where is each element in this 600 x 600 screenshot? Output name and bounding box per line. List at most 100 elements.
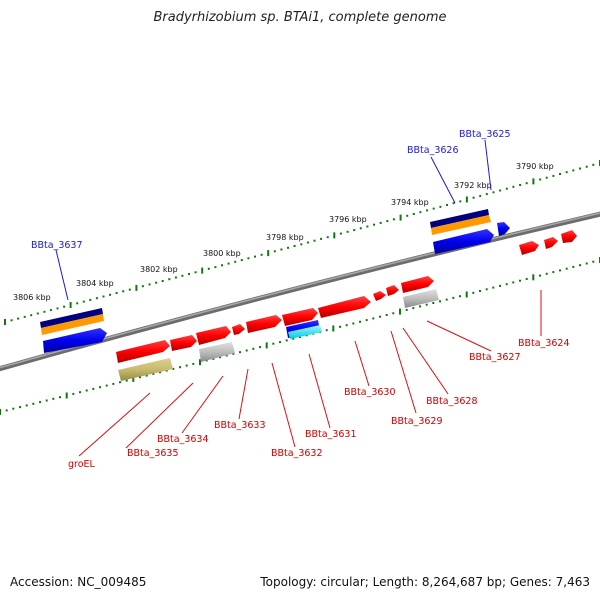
major-tick bbox=[532, 178, 535, 185]
minor-tick bbox=[432, 302, 435, 304]
gene-label-groel[interactable]: groEL bbox=[68, 459, 96, 470]
minor-tick bbox=[592, 163, 595, 166]
feature-bbta-3626-right[interactable] bbox=[430, 209, 510, 254]
minor-tick bbox=[99, 386, 101, 389]
minor-tick bbox=[145, 374, 148, 377]
minor-tick bbox=[139, 376, 141, 379]
minor-tick bbox=[565, 171, 568, 174]
minor-tick bbox=[115, 292, 118, 294]
major-tick bbox=[399, 308, 401, 315]
gene-label-bbta-3625[interactable]: BBta_3625 bbox=[459, 129, 511, 140]
minor-tick bbox=[165, 369, 168, 372]
minor-tick bbox=[279, 341, 281, 344]
minor-tick bbox=[459, 200, 462, 203]
minor-tick bbox=[272, 342, 275, 345]
minor-tick bbox=[36, 312, 39, 315]
minor-tick bbox=[179, 366, 181, 369]
major-tick bbox=[333, 232, 336, 239]
minor-tick bbox=[499, 189, 502, 192]
scale-label: 3790 kbp bbox=[516, 162, 554, 171]
major-tick bbox=[199, 359, 201, 366]
minor-tick bbox=[559, 269, 561, 272]
minor-tick bbox=[585, 262, 588, 265]
feature-bbta-3637-left[interactable] bbox=[40, 308, 107, 353]
minor-tick bbox=[419, 211, 422, 214]
minor-tick bbox=[43, 310, 46, 313]
minor-tick bbox=[205, 359, 208, 362]
minor-tick bbox=[452, 202, 455, 205]
gene-label-bbta-3631[interactable]: BBta_3631 bbox=[305, 429, 357, 440]
minor-tick bbox=[426, 209, 429, 212]
minor-tick bbox=[492, 286, 495, 289]
minor-tick bbox=[192, 362, 195, 365]
minor-tick bbox=[512, 281, 515, 284]
minor-tick bbox=[174, 276, 177, 279]
minor-tick bbox=[406, 214, 409, 217]
minor-tick bbox=[285, 339, 288, 342]
minor-tick bbox=[260, 253, 263, 256]
minor-tick bbox=[128, 288, 131, 291]
scale-label: 3800 kbp bbox=[203, 249, 241, 258]
scale-ticks-upper bbox=[4, 160, 600, 325]
minor-tick bbox=[45, 399, 48, 402]
minor-tick bbox=[579, 167, 581, 170]
minor-tick bbox=[539, 178, 542, 181]
minor-tick bbox=[326, 236, 329, 239]
minor-tick bbox=[552, 271, 555, 274]
minor-tick bbox=[194, 271, 197, 274]
gene-label-bbta-3633[interactable]: BBta_3633 bbox=[214, 420, 266, 431]
minor-tick bbox=[152, 372, 155, 375]
minor-tick bbox=[392, 218, 395, 221]
gene-label-bbta-3630[interactable]: BBta_3630 bbox=[344, 387, 396, 398]
minor-tick bbox=[49, 309, 52, 312]
minor-tick bbox=[325, 329, 328, 332]
minor-tick bbox=[392, 312, 395, 315]
gene-label-bbta-3624[interactable]: BBta_3624 bbox=[518, 338, 570, 349]
minor-tick bbox=[56, 307, 59, 310]
gene-label-bbta-3637[interactable]: BBta_3637 bbox=[31, 240, 83, 251]
minor-tick bbox=[445, 298, 448, 301]
minor-tick bbox=[212, 357, 215, 360]
minor-tick bbox=[188, 273, 190, 275]
minor-tick bbox=[85, 389, 88, 392]
accession-text: Accession: NC_009485 bbox=[10, 575, 147, 589]
gene-label-bbta-3634[interactable]: BBta_3634 bbox=[157, 434, 209, 445]
gene-label-bbta-3627[interactable]: BBta_3627 bbox=[469, 352, 521, 363]
minor-tick bbox=[63, 305, 66, 308]
minor-tick bbox=[102, 295, 105, 298]
gene-label-bbta-3629[interactable]: BBta_3629 bbox=[391, 416, 443, 427]
minor-tick bbox=[159, 371, 161, 374]
genes-lower-strand[interactable] bbox=[116, 276, 439, 381]
major-tick bbox=[532, 274, 535, 281]
minor-tick bbox=[479, 194, 482, 197]
minor-tick bbox=[320, 237, 323, 240]
minor-tick bbox=[125, 379, 128, 382]
major-tick bbox=[399, 214, 402, 221]
minor-tick bbox=[5, 409, 8, 412]
minor-tick bbox=[352, 322, 355, 325]
minor-tick bbox=[565, 267, 568, 270]
minor-tick bbox=[572, 265, 575, 268]
gene-label-bbta-3626[interactable]: BBta_3626 bbox=[407, 145, 459, 156]
scale-ticks-lower bbox=[0, 257, 600, 415]
minor-tick bbox=[525, 278, 528, 280]
minor-tick bbox=[425, 303, 428, 306]
minor-tick bbox=[559, 173, 561, 175]
minor-tick bbox=[92, 387, 95, 390]
minor-tick bbox=[280, 248, 283, 251]
gene-labels-bottom: groEL BBta_3635 BBta_3634 BBta_3633 BBta… bbox=[68, 338, 570, 470]
minor-tick bbox=[300, 243, 303, 246]
major-tick bbox=[65, 392, 68, 399]
gene-label-bbta-3632[interactable]: BBta_3632 bbox=[271, 448, 323, 459]
minor-tick bbox=[293, 245, 296, 247]
minor-tick bbox=[119, 381, 121, 384]
genes-upper-right[interactable] bbox=[519, 230, 577, 255]
minor-tick bbox=[30, 314, 33, 317]
scale-label: 3804 kbp bbox=[76, 279, 114, 288]
minor-tick bbox=[12, 407, 15, 410]
page-title: Bradyrhizobium sp. BTAi1, complete genom… bbox=[153, 10, 447, 25]
leader-lines-top bbox=[55, 139, 492, 301]
gene-label-bbta-3628[interactable]: BBta_3628 bbox=[426, 396, 478, 407]
major-tick bbox=[265, 342, 268, 349]
gene-label-bbta-3635[interactable]: BBta_3635 bbox=[127, 448, 179, 459]
